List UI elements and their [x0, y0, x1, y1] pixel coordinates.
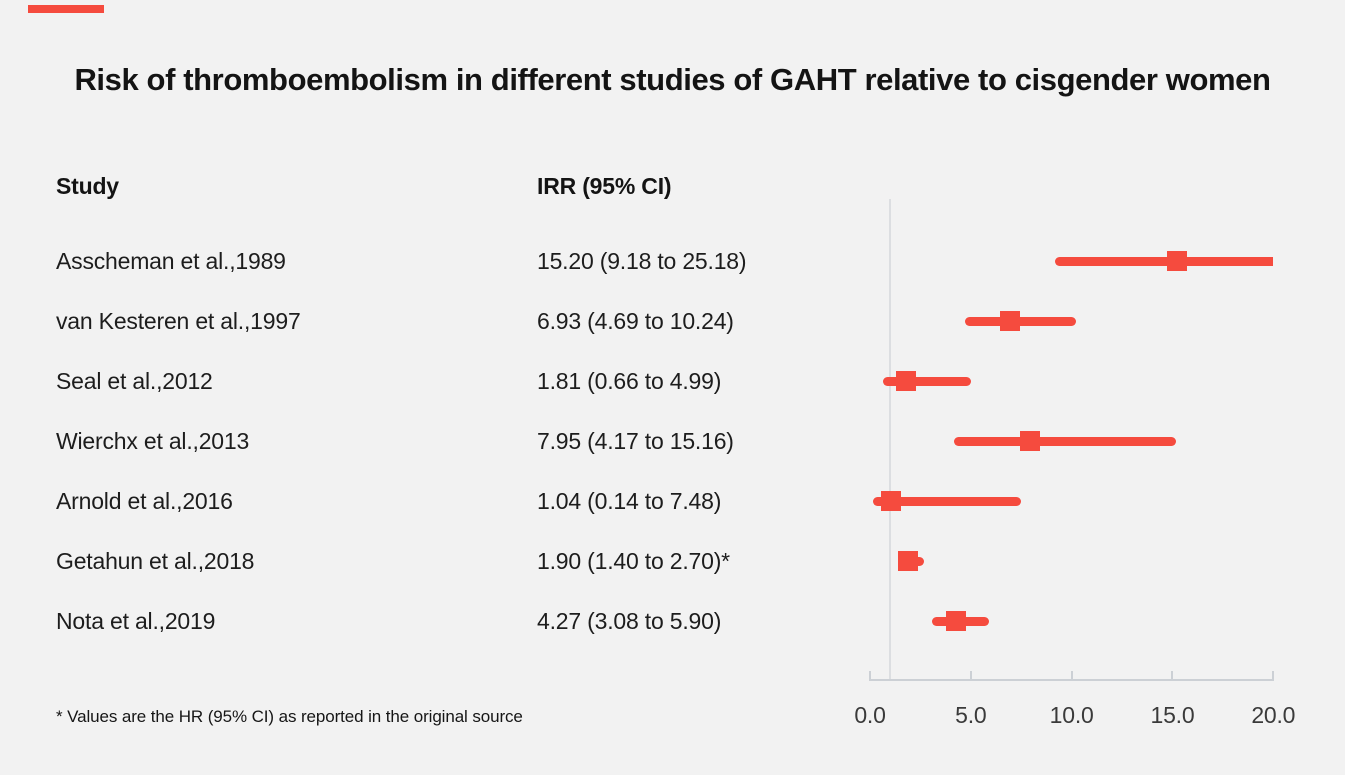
irr-value: 4.27 (3.08 to 5.90) [537, 608, 722, 634]
point-estimate-marker [896, 371, 917, 391]
x-axis-line [869, 679, 1275, 681]
study-name: Getahun et al.,2018 [56, 548, 255, 574]
x-axis-tick-label: 10.0 [1049, 702, 1094, 728]
ci-interval-bar [964, 316, 1077, 326]
x-axis-tick [1272, 671, 1275, 680]
x-axis-tick-label: 0.0 [854, 702, 886, 728]
x-axis-tick-label: 15.0 [1150, 702, 1195, 728]
ci-interval-bar [872, 496, 1021, 506]
chart-title: Risk of thromboembolism in different stu… [74, 62, 1271, 97]
x-axis-tick-label: 20.0 [1251, 702, 1296, 728]
study-name: Nota et al.,2019 [56, 608, 216, 634]
point-estimate-marker [1020, 431, 1041, 451]
x-axis-tick [1070, 671, 1073, 680]
ci-interval-bar [1055, 256, 1274, 266]
brand-accent-bar [28, 5, 104, 13]
point-estimate-marker [898, 551, 919, 571]
irr-value: 1.90 (1.40 to 2.70)* [537, 548, 730, 574]
study-name: Asscheman et al.,1989 [56, 248, 286, 274]
point-estimate-marker [999, 311, 1020, 331]
ci-interval-bar [883, 376, 971, 386]
point-estimate-marker [946, 611, 967, 631]
study-name: Seal et al.,2012 [56, 368, 213, 394]
study-column-header: Study [56, 173, 119, 199]
reference-line [889, 199, 892, 681]
irr-value: 7.95 (4.17 to 15.16) [537, 428, 734, 454]
irr-column-header: IRR (95% CI) [537, 173, 672, 199]
x-axis-tick [1171, 671, 1174, 680]
x-axis-tick [869, 671, 871, 680]
point-estimate-marker [1166, 251, 1187, 271]
study-name: Wierchx et al.,2013 [56, 428, 250, 454]
irr-value: 1.04 (0.14 to 7.48) [537, 488, 722, 514]
irr-value: 6.93 (4.69 to 10.24) [537, 308, 734, 334]
point-estimate-marker [880, 491, 901, 511]
x-axis-tick [969, 671, 972, 680]
ci-interval-bar [954, 436, 1176, 446]
x-axis-tick-label: 5.0 [955, 702, 987, 728]
footnote: * Values are the HR (95% CI) as reported… [56, 707, 523, 726]
study-name: van Kesteren et al.,1997 [56, 308, 301, 334]
study-name: Arnold et al.,2016 [56, 488, 233, 514]
irr-value: 1.81 (0.66 to 4.99) [537, 368, 722, 394]
irr-value: 15.20 (9.18 to 25.18) [537, 248, 747, 274]
